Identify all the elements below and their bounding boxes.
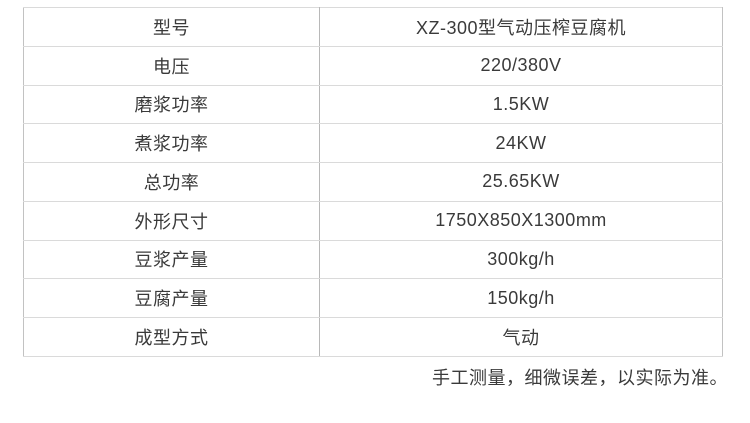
product-spec-table: 型号 XZ-300型气动压榨豆腐机 电压 220/380V 磨浆功率 1.5KW… (23, 7, 723, 357)
table-row: 煮浆功率 24KW (23, 123, 723, 164)
spec-label: 成型方式 (23, 317, 320, 357)
spec-value: 220/380V (319, 45, 723, 86)
table-row: 豆浆产量 300kg/h (23, 239, 723, 280)
spec-label: 总功率 (23, 162, 320, 202)
spec-value: 1750X850X1300mm (319, 200, 723, 241)
spec-value: XZ-300型气动压榨豆腐机 (319, 7, 723, 47)
spec-label: 煮浆功率 (23, 123, 320, 164)
table-row: 磨浆功率 1.5KW (23, 84, 723, 125)
spec-label: 豆浆产量 (23, 239, 320, 280)
spec-value: 300kg/h (319, 239, 723, 280)
spec-label: 型号 (23, 7, 320, 47)
table-row: 外形尺寸 1750X850X1300mm (23, 200, 723, 241)
table-row: 型号 XZ-300型气动压榨豆腐机 (23, 7, 723, 47)
table-row: 豆腐产量 150kg/h (23, 278, 723, 319)
spec-value: 1.5KW (319, 84, 723, 125)
spec-value: 气动 (319, 317, 723, 357)
spec-label: 豆腐产量 (23, 278, 320, 319)
table-row: 成型方式 气动 (23, 317, 723, 357)
spec-value: 24KW (319, 123, 723, 164)
spec-label: 电压 (23, 45, 320, 86)
spec-value: 150kg/h (319, 278, 723, 319)
measurement-disclaimer: 手工测量，细微误差，以实际为准。 (432, 368, 728, 388)
spec-label: 外形尺寸 (23, 200, 320, 241)
table-row: 电压 220/380V (23, 45, 723, 86)
spec-label: 磨浆功率 (23, 84, 320, 125)
spec-value: 25.65KW (319, 162, 723, 202)
table-row: 总功率 25.65KW (23, 162, 723, 202)
